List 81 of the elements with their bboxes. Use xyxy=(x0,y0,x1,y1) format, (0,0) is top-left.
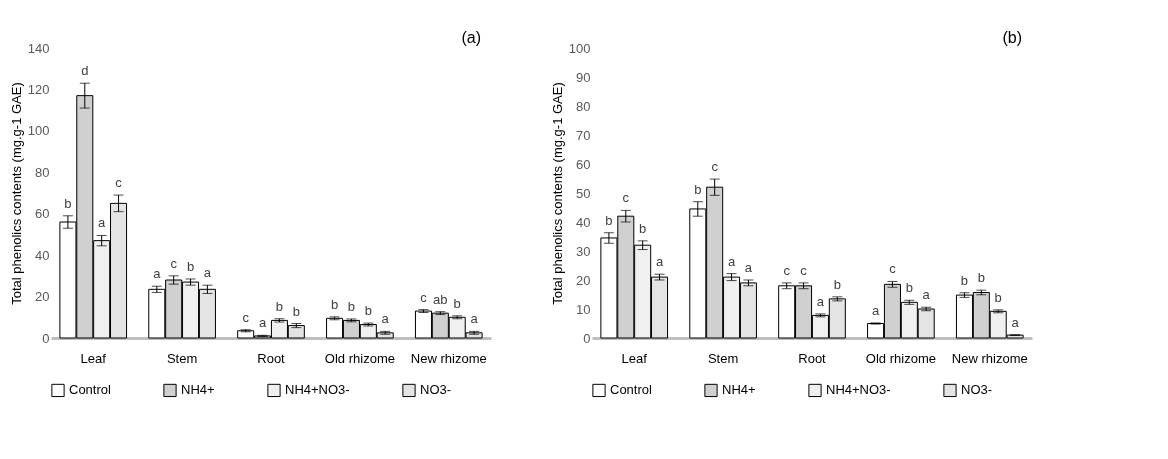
data-label: c xyxy=(800,262,808,278)
x-tick-label: Leaf xyxy=(621,350,648,366)
data-label: b xyxy=(639,220,647,236)
data-label: a xyxy=(98,215,107,231)
y-tick-label: 10 xyxy=(576,301,591,317)
y-tick-label: 120 xyxy=(27,81,50,97)
y-axis-title: Total phenolics contents (mg.g-1 GAE) xyxy=(549,82,565,305)
x-tick-label: New rhizome xyxy=(410,350,487,366)
x-tick-label: Stem xyxy=(707,350,739,366)
legend-label: NO3- xyxy=(420,382,452,398)
y-tick-label: 100 xyxy=(27,123,50,139)
data-label: b xyxy=(994,289,1002,305)
x-tick-label: Root xyxy=(798,350,827,366)
y-tick-label: 40 xyxy=(35,247,50,263)
data-label: b xyxy=(275,298,284,314)
y-tick-label: 70 xyxy=(576,127,591,143)
data-label: d xyxy=(81,63,89,79)
data-label: b xyxy=(453,295,461,311)
y-tick-label: 140 xyxy=(27,40,50,56)
y-tick-label: 0 xyxy=(42,330,50,346)
data-label: b xyxy=(694,181,702,197)
data-label: b xyxy=(605,212,613,228)
y-tick-label: 80 xyxy=(576,98,591,114)
data-label: b xyxy=(347,298,356,314)
y-tick-label: 50 xyxy=(576,185,591,201)
data-label: c xyxy=(170,255,178,271)
data-label: a xyxy=(871,302,880,318)
y-tick-label: 90 xyxy=(576,69,591,85)
data-label: a xyxy=(1011,314,1020,330)
y-tick-label: 60 xyxy=(35,206,50,222)
data-label: b xyxy=(292,303,300,319)
data-label: b xyxy=(364,303,372,319)
data-label: a xyxy=(727,253,736,269)
y-tick-label: 20 xyxy=(35,289,50,305)
x-tick-label: Root xyxy=(257,350,286,366)
y-tick-label: 60 xyxy=(576,156,591,172)
data-label: b xyxy=(833,276,841,292)
data-label: a xyxy=(470,311,479,327)
legend-label: NH4+NO3- xyxy=(285,382,350,398)
x-tick-label: Old rhizome xyxy=(324,350,395,366)
legend-label: NO3- xyxy=(961,382,993,398)
data-label: c xyxy=(420,289,428,305)
data-label: a xyxy=(655,254,664,270)
data-label: c xyxy=(115,175,123,191)
x-tick-label: Old rhizome xyxy=(865,350,936,366)
data-label: b xyxy=(977,270,985,286)
data-label: c xyxy=(783,262,791,278)
data-label: c xyxy=(622,190,630,206)
data-label: a xyxy=(203,265,212,281)
data-label: a xyxy=(922,287,931,303)
x-tick-label: Stem xyxy=(166,350,198,366)
legend-label: NH4+ xyxy=(181,382,215,398)
data-label: c xyxy=(711,159,719,175)
legend-label: Control xyxy=(610,382,653,398)
data-label: c xyxy=(242,309,250,325)
data-label: a xyxy=(816,293,825,309)
y-tick-label: 40 xyxy=(576,214,591,230)
data-label: b xyxy=(64,195,72,211)
y-tick-label: 20 xyxy=(576,272,591,288)
data-label: b xyxy=(905,280,913,296)
data-label: a xyxy=(153,266,162,282)
y-tick-label: 100 xyxy=(568,40,591,56)
data-label: b xyxy=(330,296,339,312)
text: (b) xyxy=(1002,29,1022,46)
y-tick-label: 80 xyxy=(35,164,50,180)
data-label: ab xyxy=(433,291,448,307)
legend-label: NH4+ xyxy=(722,382,756,398)
data-label: c xyxy=(889,261,897,277)
legend-label: NH4+NO3- xyxy=(826,382,891,398)
y-tick-label: 0 xyxy=(583,330,591,346)
y-axis-title: Total phenolics contents (mg.g-1 GAE) xyxy=(8,82,24,305)
data-label: b xyxy=(186,258,195,274)
text: (a) xyxy=(461,29,481,46)
legend-label: Control xyxy=(69,382,112,398)
x-tick-label: New rhizome xyxy=(951,350,1028,366)
y-tick-label: 30 xyxy=(576,243,591,259)
data-label: a xyxy=(744,260,753,275)
data-label: a xyxy=(258,315,267,331)
data-label: b xyxy=(960,272,969,288)
x-tick-label: Leaf xyxy=(80,350,107,366)
data-label: a xyxy=(381,311,390,327)
